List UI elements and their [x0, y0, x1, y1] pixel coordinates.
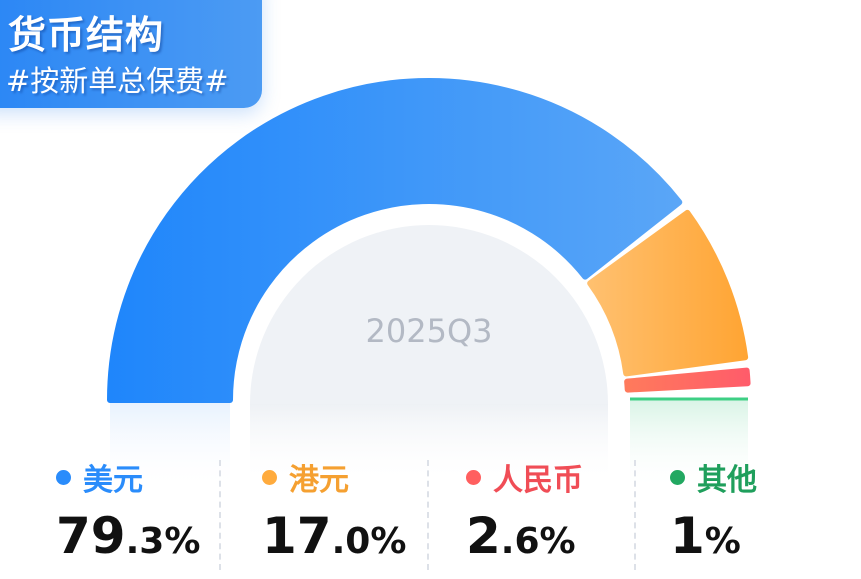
center-label: 2025Q3 — [365, 312, 493, 350]
legend-item-other: 其他 1% — [670, 455, 757, 575]
value-int: 1 — [670, 507, 705, 565]
page-title: 货币结构 — [8, 13, 165, 57]
legend-dot — [56, 469, 71, 485]
segment-1 — [587, 209, 749, 377]
legend-dot — [670, 469, 685, 485]
segment-0 — [107, 78, 683, 403]
legend-divider — [219, 460, 221, 570]
left-fade — [110, 400, 230, 490]
legend-divider — [427, 460, 429, 570]
legend-label: 港元 — [289, 463, 349, 498]
value-int: 17 — [262, 507, 332, 565]
title-badge — [0, 0, 262, 108]
legend-label: 人民币 — [493, 463, 583, 498]
value-dec: .6% — [500, 521, 576, 562]
legend-dot — [262, 469, 277, 485]
value-dec: % — [704, 521, 741, 562]
right-fade — [630, 400, 748, 490]
legend-label: 美元 — [83, 463, 143, 498]
legend-item-usd: 美元 79.3% — [56, 455, 200, 575]
legend-label: 其他 — [697, 463, 757, 498]
value-int: 79 — [56, 507, 126, 565]
inner-circle — [250, 225, 608, 404]
value-dec: .3% — [125, 521, 201, 562]
legend-divider — [634, 460, 636, 570]
value-dec: .0% — [331, 521, 407, 562]
page-subtitle: #按新单总保费# — [6, 64, 229, 98]
inner-fade — [250, 404, 608, 484]
legend-item-hkd: 港元 17.0% — [262, 455, 406, 575]
value-int: 2 — [466, 507, 501, 565]
legend-item-cny: 人民币 2.6% — [466, 455, 583, 575]
segment-2 — [624, 367, 751, 393]
legend-dot — [466, 469, 481, 485]
